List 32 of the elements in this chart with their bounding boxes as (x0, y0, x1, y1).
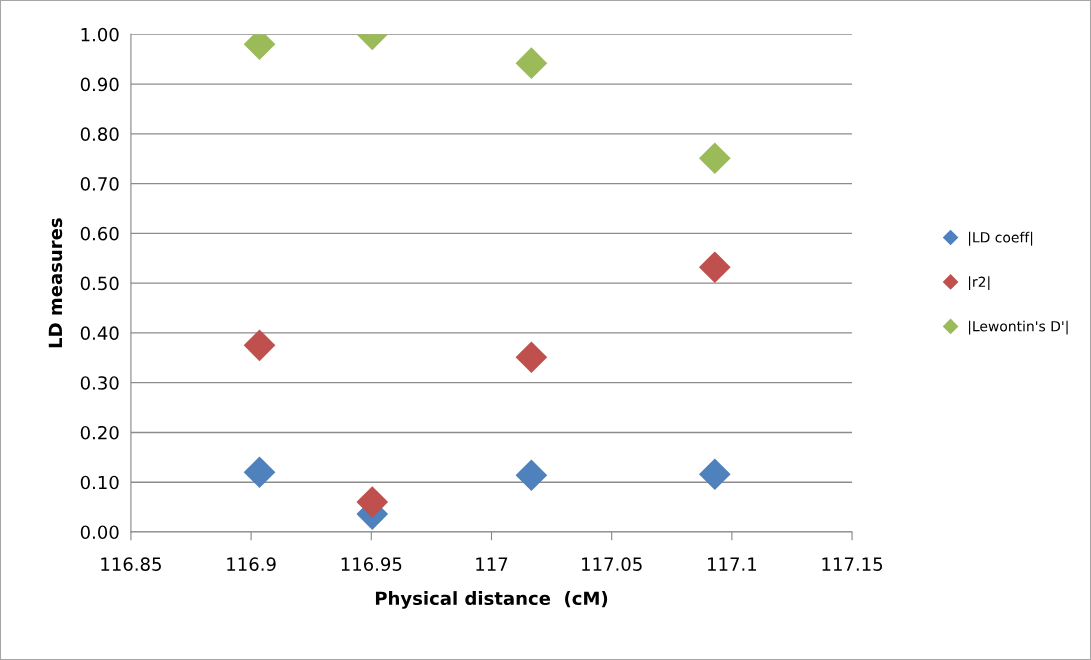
x-tick-label: 117.1 (708, 557, 757, 571)
point (698, 458, 731, 491)
point (698, 251, 731, 284)
y-tick-label: 0.60 (80, 226, 119, 241)
y-tick-label: 0.10 (80, 475, 119, 490)
y-tick-label: 0.30 (80, 376, 119, 390)
y-tick-label: 0.00 (80, 525, 119, 540)
point (515, 459, 548, 492)
x-tick-label: 116.95 (341, 557, 402, 571)
y-axis-title: LD measures (48, 218, 63, 348)
x-tick-label: 116.9 (227, 557, 276, 571)
y-tick-label: 0.70 (80, 177, 119, 191)
point (243, 456, 276, 489)
y-tick-label: 0.90 (80, 77, 119, 92)
x-tick-label: 117.15 (822, 557, 883, 571)
x-tick-label: 117 (476, 557, 508, 571)
point (356, 486, 389, 518)
point (515, 341, 548, 374)
y-tick-label: 0.20 (80, 425, 119, 440)
point (243, 329, 276, 362)
x-tick-label: 116.85 (101, 557, 161, 571)
point (698, 142, 731, 175)
legend-label: |r2| (969, 276, 990, 291)
x-axis-title: Physical distance (cM) (375, 591, 608, 609)
y-tick-label: 1.00 (81, 27, 119, 42)
point (515, 47, 548, 80)
legend-label: |LD coeff| (969, 231, 1033, 246)
y-tick-label: 0.50 (80, 276, 119, 291)
y-tick-label: 0.80 (80, 127, 119, 141)
x-tick-label: 117.05 (582, 557, 642, 571)
legend-label: |Lewontin's D'| (969, 320, 1068, 335)
y-tick-label: 0.40 (80, 326, 119, 341)
